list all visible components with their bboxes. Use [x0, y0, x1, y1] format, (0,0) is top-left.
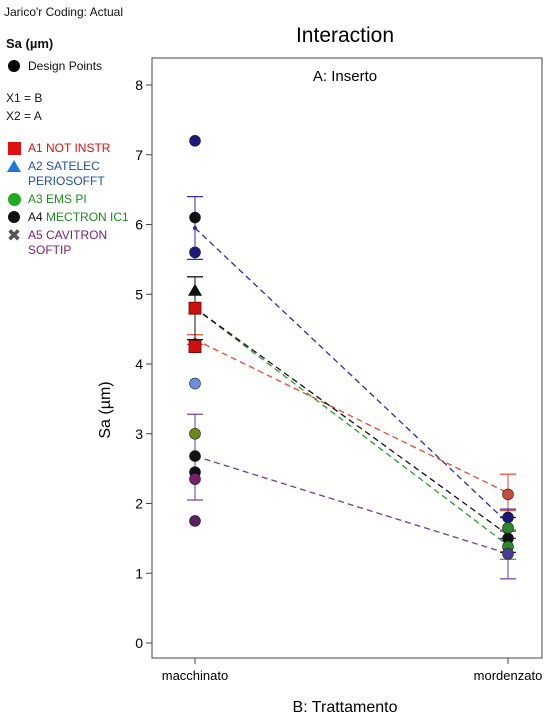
x-tick-label: mordenzato [474, 668, 543, 683]
axes-layer: 0 1 2 3 4 5 6 7 8 macchinato mordenzato [135, 77, 542, 683]
series-line-3 [194, 307, 509, 546]
legend-a1-label: A1 NOT INSTR [28, 141, 111, 155]
factor-x2-label: X2 = A [6, 109, 42, 123]
y-tick-label: 5 [135, 286, 143, 302]
design-point [189, 246, 201, 259]
chart-title: Interaction [296, 24, 394, 47]
y-tick-label: 3 [135, 426, 143, 442]
series-line-5 [194, 455, 509, 555]
legend-design-points-label: Design Points [28, 59, 103, 73]
legend-a4-prefix: A4 [28, 210, 43, 224]
legend-a2-label: A2 SATELEC PERIOSOFFT [28, 159, 105, 188]
black-circle-icon [8, 211, 20, 223]
gray-cross-icon: ✖ [6, 226, 22, 245]
legend: Sa (µm) Design Points X1 = B X2 = A A1 N… [6, 36, 166, 261]
y-tick-label: 0 [135, 635, 143, 651]
design-point [188, 301, 202, 315]
design-point [189, 377, 201, 390]
factor-x1-label: X1 = B [6, 91, 43, 105]
blue-triangle-icon [7, 160, 21, 172]
design-point [188, 340, 202, 353]
design-point [502, 488, 514, 501]
y-tick-label: 4 [135, 356, 143, 372]
legend-item-a1: A1 NOT INSTR [6, 141, 166, 156]
error-bars-layer [187, 196, 516, 580]
y-tick-label: 6 [135, 217, 143, 233]
y-tick-label: 2 [135, 496, 143, 512]
series-lines-layer [194, 227, 509, 555]
chart-subtitle: A: Inserto [313, 68, 377, 85]
design-point [188, 283, 202, 296]
legend-title: Sa (µm) [6, 36, 54, 51]
legend-item-a2: A2 SATELEC PERIOSOFFT [6, 159, 166, 189]
legend-design-points: Design Points [6, 59, 166, 74]
design-point [189, 515, 201, 527]
y-axis-label: Sa (µm) [97, 381, 114, 438]
design-points-layer [188, 135, 514, 560]
mean-marker [193, 225, 197, 230]
x-axis-label: B: Trattamento [293, 699, 398, 716]
legend-a5-label: A5 CAVITRON SOFTIP [28, 228, 108, 257]
design-point [189, 450, 201, 462]
series-line-1 [194, 339, 509, 494]
legend-item-a4: A4 MECTRON IC1 [6, 210, 166, 225]
coding-label: Jarico'r Coding: Actual [4, 5, 124, 19]
x-tick-label: macchinato [162, 668, 228, 683]
design-point [502, 547, 514, 560]
legend-factor-x2: X2 = A [6, 109, 166, 124]
series-line-2 [194, 227, 509, 524]
y-tick-label: 8 [135, 77, 143, 93]
legend-item-a5: ✖ A5 CAVITRON SOFTIP [6, 226, 166, 258]
design-point [189, 473, 201, 485]
design-point [189, 135, 201, 147]
legend-a3-label: A3 EMS PI [28, 192, 87, 206]
design-point [502, 522, 514, 534]
legend-item-a3: A3 EMS PI [6, 192, 166, 207]
design-point [502, 511, 514, 524]
green-circle-icon [7, 193, 21, 206]
plot-frame [151, 57, 543, 659]
legend-a4-label: A4 MECTRON IC1 [28, 210, 129, 225]
legend-a4-name: MECTRON IC1 [46, 210, 129, 224]
red-square-icon [7, 142, 21, 155]
y-tick-label: 7 [135, 147, 143, 163]
design-point [189, 211, 201, 224]
design-point [189, 427, 201, 440]
series-line-4 [194, 307, 509, 536]
legend-factor-x1: X1 = B [6, 91, 166, 106]
design-point-icon [8, 60, 20, 72]
y-tick-label: 1 [135, 565, 143, 581]
